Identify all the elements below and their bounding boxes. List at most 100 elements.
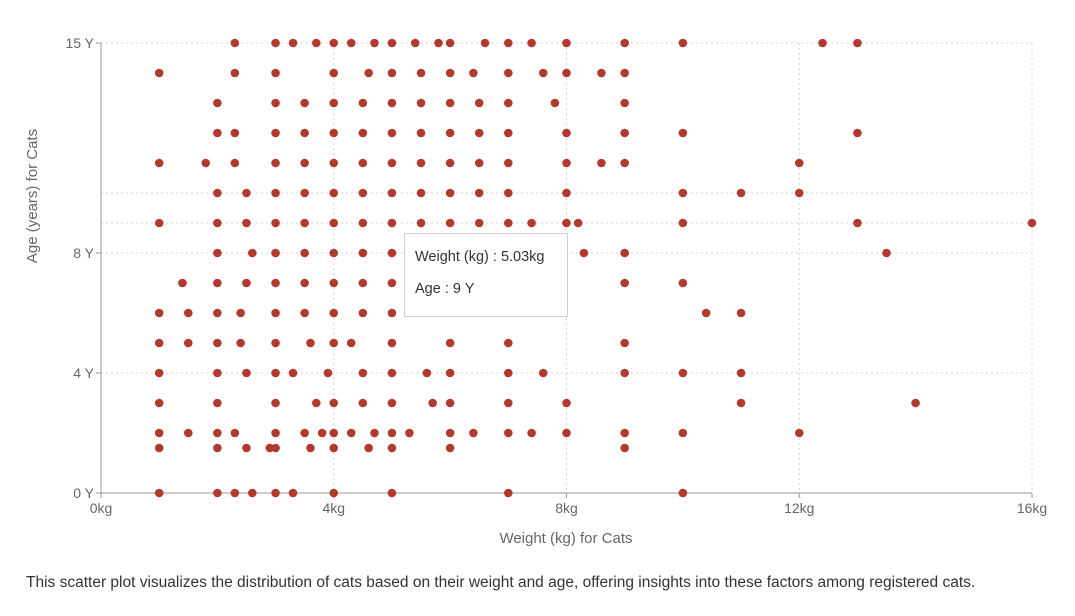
data-point[interactable]: [329, 338, 339, 348]
data-point[interactable]: [358, 278, 368, 288]
data-point[interactable]: [288, 368, 298, 378]
data-point[interactable]: [527, 218, 536, 228]
data-point[interactable]: [230, 488, 240, 498]
data-point[interactable]: [445, 68, 455, 78]
data-point[interactable]: [620, 248, 629, 258]
data-point[interactable]: [504, 398, 513, 408]
data-point[interactable]: [387, 488, 397, 498]
data-point[interactable]: [701, 308, 711, 318]
data-point[interactable]: [562, 128, 571, 138]
data-point[interactable]: [154, 68, 164, 78]
data-point[interactable]: [271, 443, 280, 453]
data-point[interactable]: [474, 128, 484, 138]
data-point[interactable]: [300, 278, 309, 288]
data-point[interactable]: [474, 218, 484, 228]
data-point[interactable]: [329, 128, 339, 138]
data-point[interactable]: [346, 338, 356, 348]
data-point[interactable]: [445, 338, 455, 348]
data-point[interactable]: [678, 218, 688, 228]
data-point[interactable]: [678, 38, 688, 48]
data-point[interactable]: [329, 248, 339, 258]
data-point[interactable]: [300, 428, 309, 438]
data-point[interactable]: [329, 398, 339, 408]
data-point[interactable]: [242, 218, 251, 228]
data-point[interactable]: [346, 428, 356, 438]
data-point[interactable]: [329, 68, 339, 78]
data-point[interactable]: [213, 338, 222, 348]
data-point[interactable]: [271, 38, 280, 48]
data-point[interactable]: [416, 218, 426, 228]
data-point[interactable]: [213, 488, 222, 498]
data-point[interactable]: [271, 218, 280, 228]
data-point[interactable]: [329, 98, 339, 108]
data-point[interactable]: [271, 158, 280, 168]
data-point[interactable]: [271, 368, 280, 378]
data-point[interactable]: [562, 158, 571, 168]
data-point[interactable]: [620, 98, 629, 108]
data-point[interactable]: [469, 68, 478, 78]
data-point[interactable]: [213, 218, 222, 228]
data-point[interactable]: [428, 398, 437, 408]
data-point[interactable]: [300, 188, 309, 198]
data-point[interactable]: [527, 428, 536, 438]
data-point[interactable]: [794, 158, 804, 168]
data-point[interactable]: [346, 38, 356, 48]
data-point[interactable]: [288, 38, 298, 48]
data-point[interactable]: [678, 428, 688, 438]
data-point[interactable]: [387, 248, 397, 258]
data-point[interactable]: [416, 68, 426, 78]
data-point[interactable]: [247, 248, 257, 258]
data-point[interactable]: [504, 338, 513, 348]
data-point[interactable]: [358, 248, 368, 258]
data-point[interactable]: [573, 218, 583, 228]
data-point[interactable]: [504, 158, 513, 168]
data-point[interactable]: [358, 218, 368, 228]
data-point[interactable]: [504, 38, 513, 48]
data-point[interactable]: [422, 368, 432, 378]
data-point[interactable]: [387, 68, 397, 78]
data-point[interactable]: [538, 368, 548, 378]
data-point[interactable]: [271, 98, 280, 108]
data-point[interactable]: [620, 338, 629, 348]
data-point[interactable]: [236, 338, 245, 348]
data-point[interactable]: [300, 128, 309, 138]
data-point[interactable]: [1027, 218, 1037, 228]
data-point[interactable]: [271, 278, 280, 288]
data-point[interactable]: [230, 38, 240, 48]
data-point[interactable]: [504, 68, 513, 78]
data-point[interactable]: [853, 38, 862, 48]
data-point[interactable]: [562, 398, 571, 408]
data-point[interactable]: [678, 128, 688, 138]
data-point[interactable]: [387, 443, 397, 453]
data-point[interactable]: [213, 278, 222, 288]
data-point[interactable]: [562, 428, 571, 438]
data-point[interactable]: [213, 443, 222, 453]
data-point[interactable]: [445, 428, 455, 438]
data-point[interactable]: [853, 218, 862, 228]
data-point[interactable]: [154, 368, 164, 378]
data-point[interactable]: [271, 68, 280, 78]
data-point[interactable]: [271, 128, 280, 138]
data-point[interactable]: [329, 38, 339, 48]
data-point[interactable]: [370, 38, 379, 48]
data-point[interactable]: [358, 98, 368, 108]
data-point[interactable]: [311, 38, 321, 48]
data-point[interactable]: [405, 428, 414, 438]
data-point[interactable]: [329, 443, 339, 453]
data-point[interactable]: [329, 158, 339, 168]
data-point[interactable]: [474, 98, 484, 108]
data-point[interactable]: [242, 278, 251, 288]
data-point[interactable]: [794, 428, 804, 438]
data-point[interactable]: [329, 218, 339, 228]
data-point[interactable]: [154, 338, 164, 348]
data-point[interactable]: [329, 488, 339, 498]
data-point[interactable]: [620, 68, 629, 78]
data-point[interactable]: [620, 428, 629, 438]
data-point[interactable]: [387, 98, 397, 108]
data-point[interactable]: [387, 368, 397, 378]
data-point[interactable]: [527, 38, 536, 48]
data-point[interactable]: [620, 368, 629, 378]
data-point[interactable]: [300, 308, 309, 318]
data-point[interactable]: [271, 338, 280, 348]
data-point[interactable]: [311, 398, 321, 408]
